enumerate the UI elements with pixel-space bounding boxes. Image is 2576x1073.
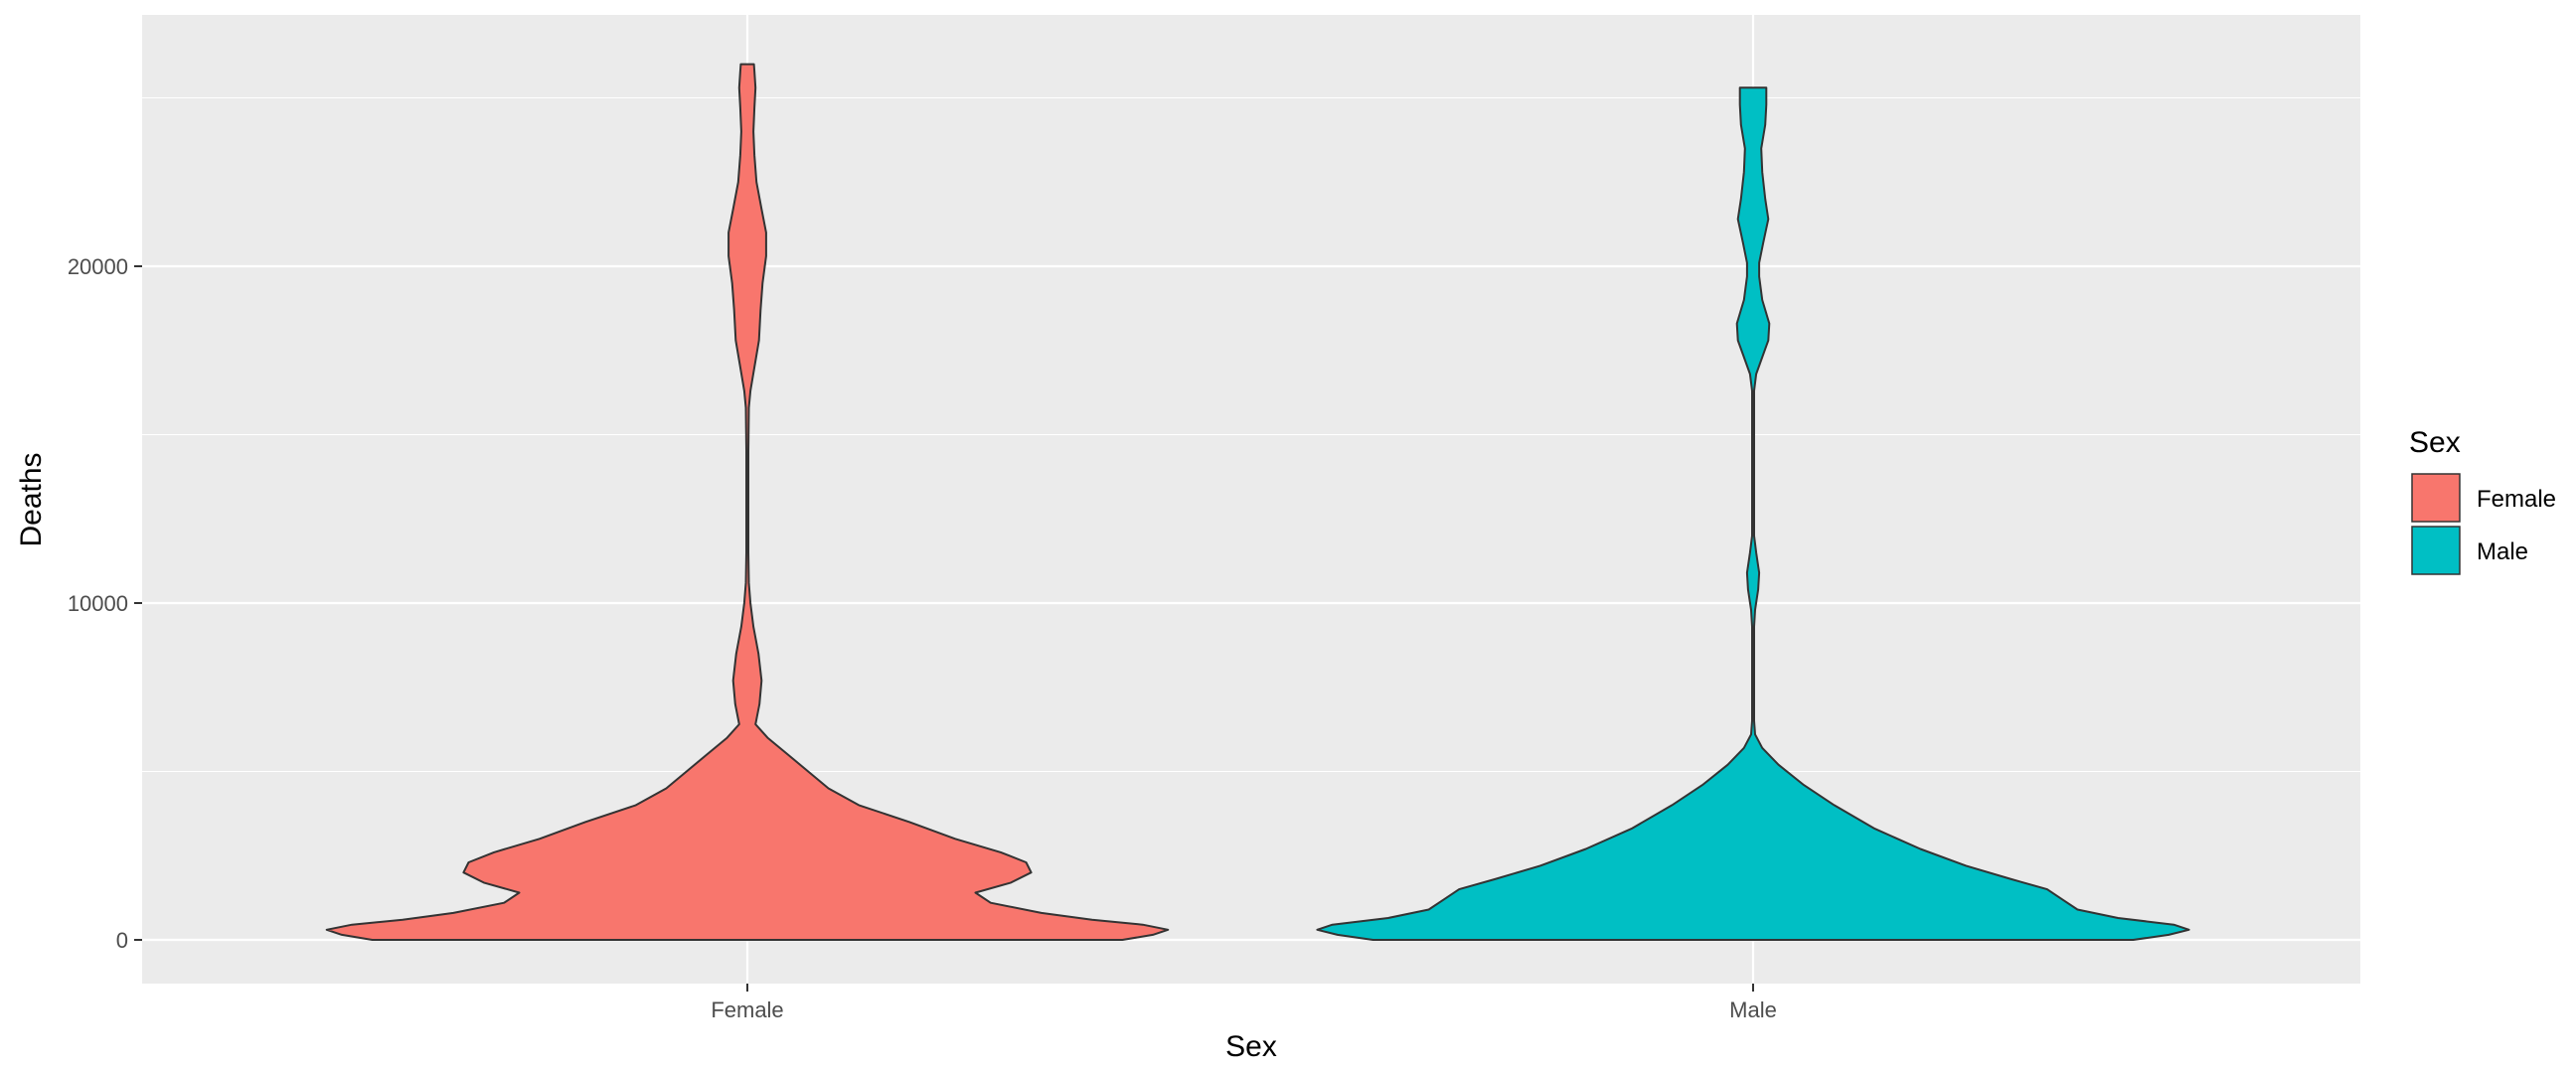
legend-label-female: Female: [2477, 486, 2556, 513]
legend-label-male: Male: [2477, 538, 2528, 565]
legend-title: Sex: [2409, 426, 2461, 459]
y-axis: 0 10000 20000: [68, 254, 142, 953]
violin-male: [1316, 86, 2190, 941]
legend: Sex Female Male: [2409, 426, 2556, 575]
plot-panel: [142, 15, 2360, 984]
x-axis: Female Male: [711, 984, 1777, 1022]
violin-female: [325, 63, 1170, 941]
legend-key-female: [2411, 473, 2461, 523]
legend-key-male: [2411, 526, 2461, 575]
x-tick-label-male: Male: [1729, 997, 1777, 1022]
y-axis-title: Deaths: [15, 452, 48, 546]
x-axis-title: Sex: [1225, 1030, 1277, 1063]
minor-gridlines: [142, 96, 2360, 773]
y-tick-label: 20000: [68, 254, 128, 279]
y-tick-label: 10000: [68, 591, 128, 616]
x-tick-label-female: Female: [711, 997, 783, 1022]
violins: [325, 63, 2190, 941]
y-tick-label: 0: [116, 928, 128, 953]
